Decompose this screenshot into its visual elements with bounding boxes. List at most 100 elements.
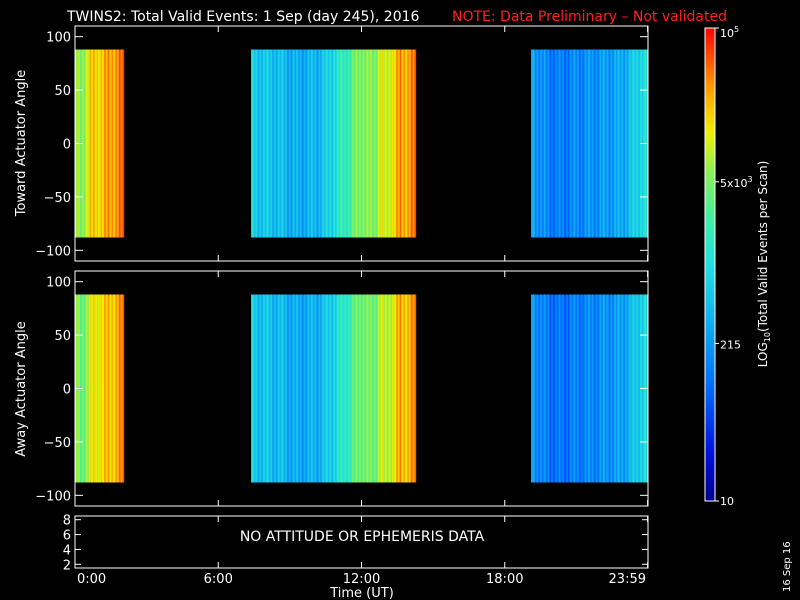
away-heatmap-column bbox=[343, 294, 345, 483]
away-heatmap-column bbox=[293, 294, 295, 483]
away-heatmap-column bbox=[535, 294, 537, 483]
away-heatmap-column bbox=[596, 294, 598, 483]
toward-heatmap-column bbox=[618, 49, 620, 238]
toward-heatmap-column bbox=[116, 49, 118, 238]
away-heatmap-column bbox=[339, 294, 341, 483]
away-heatmap-column bbox=[98, 294, 100, 483]
toward-heatmap-column bbox=[85, 49, 87, 238]
away-y-tick-label: 100 bbox=[46, 276, 71, 291]
toward-heatmap-column bbox=[119, 49, 121, 238]
toward-heatmap-column bbox=[302, 49, 304, 238]
away-heatmap-column bbox=[620, 294, 622, 483]
colorbar-tick-base: 10 bbox=[734, 177, 748, 190]
away-heatmap-column bbox=[93, 294, 95, 483]
away-heatmap-column bbox=[634, 294, 636, 483]
toward-heatmap-column bbox=[412, 49, 414, 238]
panel-toward: −100 −50 0 50 100 Toward Actuator Angle bbox=[14, 25, 649, 262]
toward-heatmap-column bbox=[389, 49, 391, 238]
away-heatmap-column bbox=[376, 294, 378, 483]
away-heatmap-column bbox=[118, 294, 120, 483]
chart-title: TWINS2: Total Valid Events: 1 Sep (day 2… bbox=[66, 9, 420, 25]
toward-heatmap-column bbox=[292, 49, 294, 238]
away-heatmap-column bbox=[96, 294, 98, 483]
away-heatmap-column bbox=[550, 294, 552, 483]
toward-heatmap-column bbox=[101, 49, 103, 238]
toward-heatmap-column bbox=[402, 49, 404, 238]
away-heatmap-column bbox=[312, 294, 314, 483]
x-tick-label: 23:59 bbox=[609, 572, 646, 587]
away-heatmap-column bbox=[110, 294, 112, 483]
away-heatmap-column bbox=[105, 294, 107, 483]
toward-heatmap-column bbox=[363, 49, 365, 238]
no-data-message: NO ATTITUDE OR EPHEMERIS DATA bbox=[240, 529, 485, 545]
away-heatmap-column bbox=[344, 294, 346, 483]
away-heatmap-column bbox=[282, 294, 284, 483]
toward-heatmap-column bbox=[561, 49, 563, 238]
away-heatmap-column bbox=[108, 294, 110, 483]
toward-heatmap-column bbox=[635, 49, 637, 238]
away-heatmap-column bbox=[258, 294, 260, 483]
toward-heatmap-column bbox=[610, 49, 612, 238]
toward-heatmap-column bbox=[317, 49, 319, 238]
colorbar-tick-label: 215 bbox=[720, 338, 741, 351]
toward-heatmap-column bbox=[625, 49, 627, 238]
toward-heatmap-column bbox=[99, 49, 101, 238]
toward-heatmap-column bbox=[395, 49, 397, 238]
toward-heatmap-column bbox=[121, 49, 123, 238]
toward-heatmap-column bbox=[272, 49, 274, 238]
toward-heatmap-column bbox=[633, 49, 635, 238]
toward-heatmap-column bbox=[551, 49, 553, 238]
toward-heatmap-column bbox=[550, 49, 552, 238]
away-heatmap-column bbox=[100, 294, 102, 483]
toward-heatmap-column bbox=[620, 49, 622, 238]
toward-heatmap-column bbox=[94, 49, 96, 238]
away-heatmap-column bbox=[257, 294, 259, 483]
away-heatmap-column bbox=[395, 294, 397, 483]
away-heatmap-column bbox=[604, 294, 606, 483]
toward-heatmap-column bbox=[619, 49, 621, 238]
away-heatmap-column bbox=[401, 294, 403, 483]
toward-heatmap-column bbox=[602, 49, 604, 238]
away-heatmap-column bbox=[404, 294, 406, 483]
toward-heatmap-column bbox=[411, 49, 413, 238]
toward-heatmap-column bbox=[358, 49, 360, 238]
away-heatmap-column bbox=[289, 294, 291, 483]
away-heatmap-column bbox=[578, 294, 580, 483]
away-heatmap-column bbox=[333, 294, 335, 483]
away-heatmap-column bbox=[389, 294, 391, 483]
away-heatmap-column bbox=[592, 294, 594, 483]
away-heatmap-column bbox=[367, 294, 369, 483]
away-heatmap-column bbox=[375, 294, 377, 483]
toward-heatmap-column bbox=[569, 49, 571, 238]
away-heatmap-column bbox=[283, 294, 285, 483]
away-heatmap-column bbox=[623, 294, 625, 483]
colorbar-tick-label: 10 bbox=[720, 495, 734, 508]
toward-heatmap-column bbox=[388, 49, 390, 238]
toward-heatmap-column bbox=[549, 49, 551, 238]
away-heatmap-column bbox=[368, 294, 370, 483]
colorbar-tick-label: 105 bbox=[720, 25, 739, 40]
away-heatmap-column bbox=[639, 294, 641, 483]
away-heatmap-column bbox=[354, 294, 356, 483]
toward-heatmap-column bbox=[373, 49, 375, 238]
away-heatmap-column bbox=[543, 294, 545, 483]
away-heatmap-column bbox=[320, 294, 322, 483]
toward-heatmap-column bbox=[585, 49, 587, 238]
away-heatmap-column bbox=[598, 294, 600, 483]
toward-heatmap-column bbox=[110, 49, 112, 238]
toward-heatmap-column bbox=[356, 49, 358, 238]
toward-heatmap-column bbox=[584, 49, 586, 238]
toward-y-tick-label: 0 bbox=[63, 138, 71, 153]
away-heatmap-column bbox=[616, 294, 618, 483]
toward-heatmap-column bbox=[631, 49, 633, 238]
toward-heatmap-column bbox=[320, 49, 322, 238]
toward-heatmap-column bbox=[314, 49, 316, 238]
toward-heatmap-column bbox=[399, 49, 401, 238]
toward-heatmap-column bbox=[601, 49, 603, 238]
away-x-ticks bbox=[74, 271, 649, 506]
toward-heatmap-column bbox=[367, 49, 369, 238]
away-heatmap-column bbox=[327, 294, 329, 483]
toward-heatmap-column bbox=[122, 49, 124, 238]
away-heatmap-column bbox=[279, 294, 281, 483]
